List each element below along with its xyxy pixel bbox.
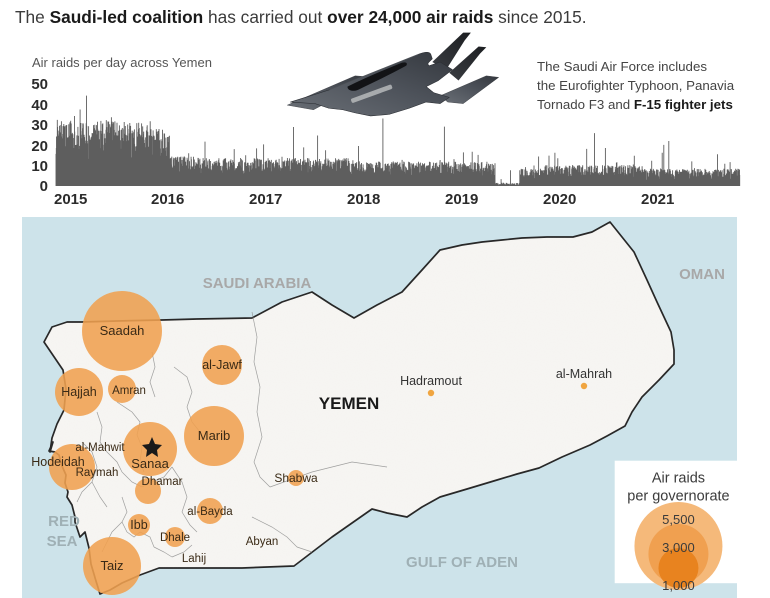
svg-text:Hadramout: Hadramout bbox=[400, 374, 462, 388]
svg-text:Lahij: Lahij bbox=[182, 553, 206, 565]
svg-text:Shabwa: Shabwa bbox=[274, 471, 318, 485]
svg-text:Ibb: Ibb bbox=[130, 518, 147, 532]
svg-text:OMAN: OMAN bbox=[679, 266, 725, 283]
svg-text:Amran: Amran bbox=[112, 385, 146, 397]
svg-text:GULF OF ADEN: GULF OF ADEN bbox=[406, 554, 518, 571]
svg-text:Marib: Marib bbox=[198, 428, 231, 443]
svg-text:al-Jawf: al-Jawf bbox=[202, 358, 242, 372]
svg-text:RED: RED bbox=[48, 513, 80, 530]
svg-text:Dhamar: Dhamar bbox=[142, 476, 183, 488]
svg-text:al-Mahrah: al-Mahrah bbox=[556, 367, 612, 381]
svg-text:SAUDI ARABIA: SAUDI ARABIA bbox=[203, 275, 312, 292]
svg-text:al-Bayda: al-Bayda bbox=[187, 506, 233, 518]
svg-text:Abyan: Abyan bbox=[246, 536, 279, 548]
svg-text:5,500: 5,500 bbox=[662, 512, 695, 527]
svg-text:Sanaa: Sanaa bbox=[131, 456, 169, 471]
svg-text:Dhale: Dhale bbox=[160, 532, 190, 544]
svg-text:3,000: 3,000 bbox=[662, 540, 695, 555]
svg-text:Saadah: Saadah bbox=[100, 323, 145, 338]
svg-text:1,000: 1,000 bbox=[662, 578, 695, 593]
svg-text:Hajjah: Hajjah bbox=[61, 385, 96, 399]
svg-text:Raymah: Raymah bbox=[76, 467, 119, 479]
svg-text:Taiz: Taiz bbox=[100, 558, 123, 573]
svg-text:YEMEN: YEMEN bbox=[319, 394, 379, 413]
svg-text:al-Mahwit: al-Mahwit bbox=[75, 442, 125, 454]
svg-text:SEA: SEA bbox=[47, 533, 78, 550]
svg-text:Air raids: Air raids bbox=[652, 471, 705, 487]
